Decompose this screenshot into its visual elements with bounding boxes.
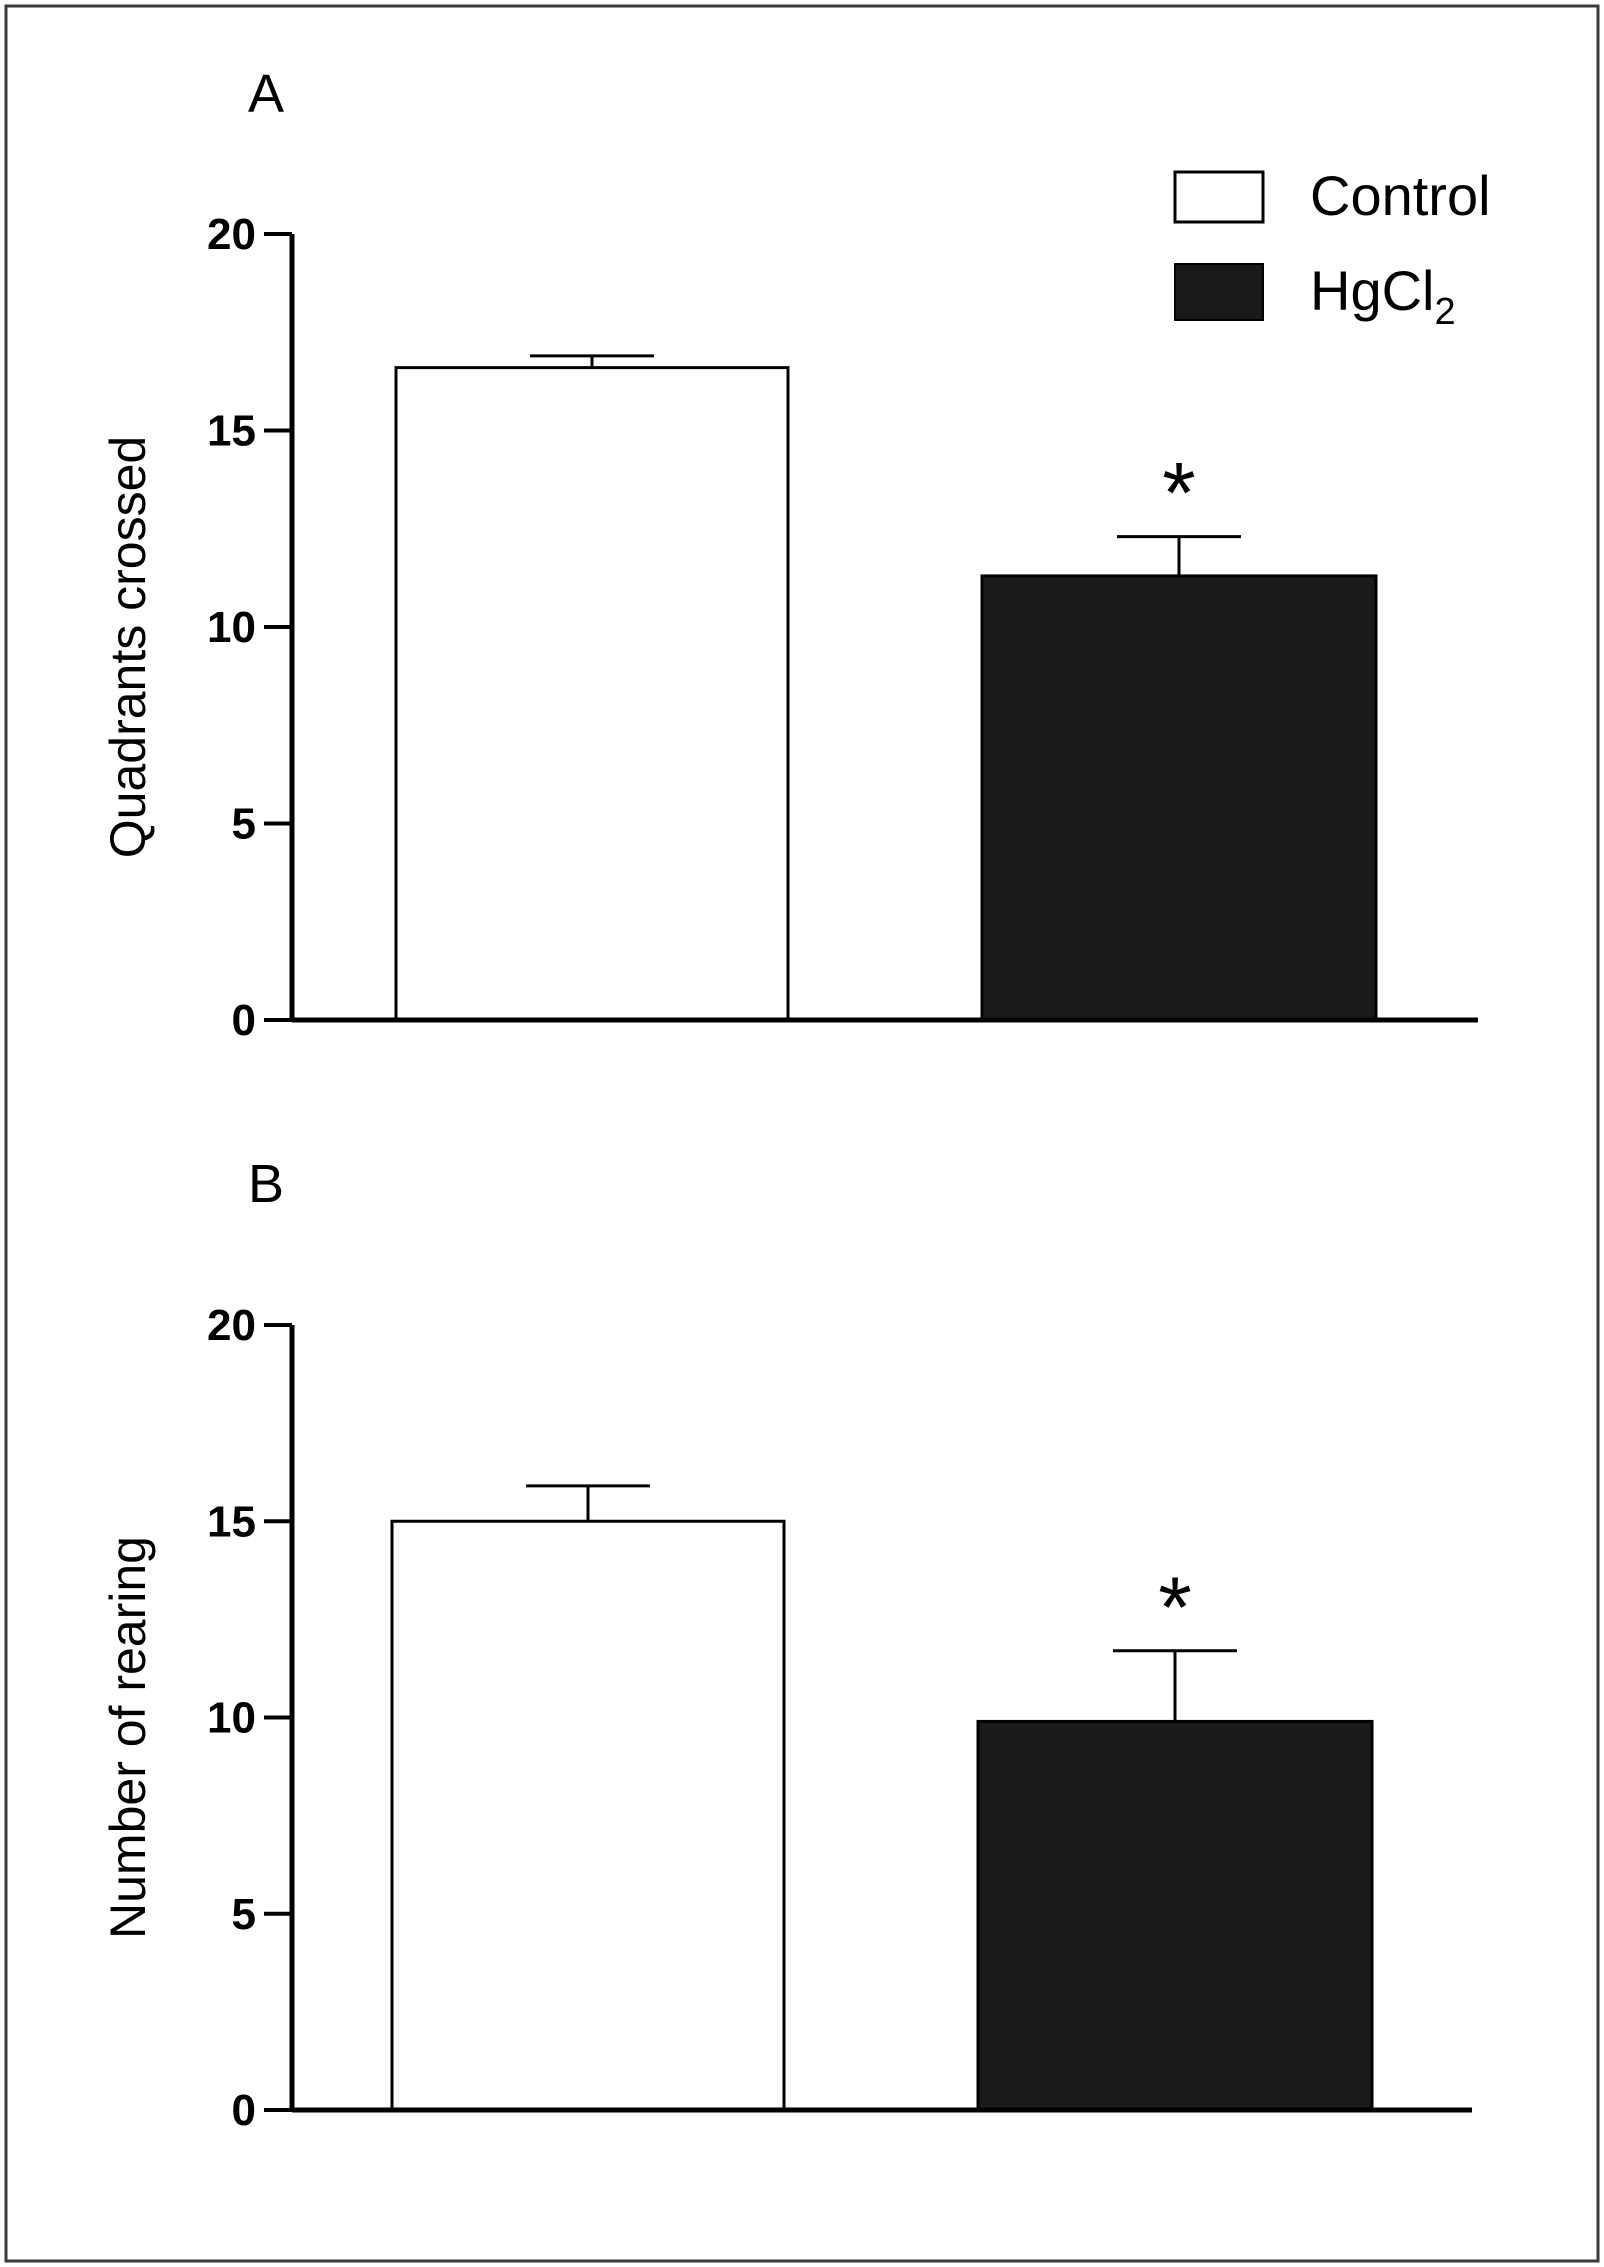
legend-label-hgcl2-subscript: 2 [1434,291,1455,333]
bar-hgcl2 [976,1719,1374,2112]
legend-label-control: Control [1310,164,1491,227]
y-axis-title: Quadrants crossed [100,436,156,858]
y-tick-label: 20 [207,210,256,259]
legend-label-hgcl2: HgCl2 [1310,259,1456,333]
panel-label: A [248,64,284,124]
panel-label: B [248,1154,284,1214]
y-tick-label: 15 [207,1497,256,1546]
y-tick-label: 20 [207,1301,256,1350]
y-tick-label: 15 [207,407,256,456]
bar-hgcl2 [980,574,1378,1022]
significance-marker: * [1158,1560,1191,1656]
significance-marker: * [1162,446,1195,542]
panel-a: A 0 5 10 15 20 Quadrants crossed * [100,64,1478,1045]
legend: Control HgCl2 [1173,164,1491,333]
y-axis-title: Number of rearing [100,1536,156,1939]
y-tick-label: 5 [232,1890,256,1939]
y-tick-label: 10 [207,603,256,652]
y-tick-label: 0 [232,996,256,1045]
y-tick-label: 5 [232,800,256,849]
y-tick-label: 0 [232,2086,256,2135]
legend-label-hgcl2-base: HgCl [1310,259,1434,322]
bar-control [394,366,790,1022]
y-tick-label: 10 [207,1694,256,1743]
panel-b: B 0 5 10 15 20 Number of rearing * [100,1154,1472,2135]
bar-control [390,1519,786,2112]
legend-swatch-hgcl2 [1174,263,1264,321]
legend-swatch-control [1173,170,1265,224]
